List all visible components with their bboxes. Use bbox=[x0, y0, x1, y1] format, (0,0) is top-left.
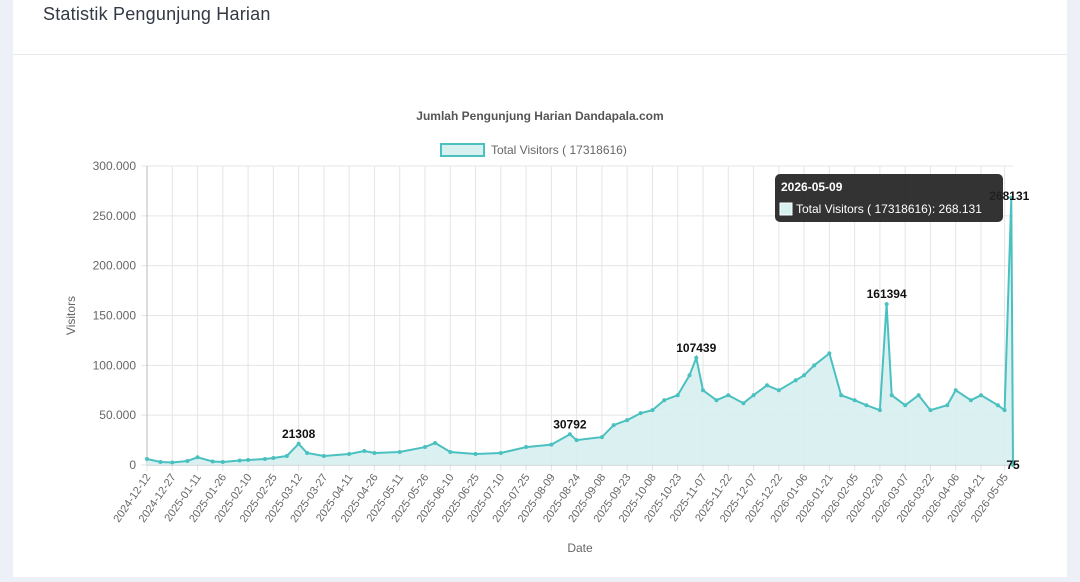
data-point[interactable] bbox=[714, 398, 719, 403]
card-header: Statistik Pengunjung Harian bbox=[13, 0, 1067, 55]
data-point[interactable] bbox=[877, 408, 882, 413]
data-point[interactable] bbox=[271, 456, 276, 461]
data-value-label: 107439 bbox=[676, 341, 716, 355]
data-point[interactable] bbox=[397, 450, 402, 455]
data-point[interactable] bbox=[864, 403, 869, 408]
data-point[interactable] bbox=[185, 459, 190, 464]
data-point[interactable] bbox=[687, 373, 692, 378]
data-point[interactable] bbox=[1002, 408, 1007, 413]
data-point[interactable] bbox=[793, 378, 798, 383]
tooltip-date: 2026-05-09 bbox=[781, 180, 843, 194]
series-area bbox=[147, 197, 1013, 466]
x-axis-label: Date bbox=[567, 541, 593, 555]
data-point[interactable] bbox=[473, 452, 478, 457]
data-point[interactable] bbox=[638, 411, 643, 416]
data-point[interactable] bbox=[170, 460, 175, 465]
data-point[interactable] bbox=[321, 454, 326, 459]
data-point[interactable] bbox=[945, 403, 950, 408]
data-point[interactable] bbox=[827, 351, 832, 356]
data-point[interactable] bbox=[498, 451, 503, 456]
data-point[interactable] bbox=[372, 451, 377, 456]
data-point[interactable] bbox=[650, 408, 655, 413]
data-value-label: 161394 bbox=[867, 287, 907, 301]
data-point[interactable] bbox=[448, 450, 453, 455]
data-point[interactable] bbox=[262, 457, 267, 462]
data-point[interactable] bbox=[802, 373, 807, 378]
data-point[interactable] bbox=[195, 455, 200, 460]
data-value-label: 75 bbox=[1006, 458, 1020, 472]
y-tick-label: 200.000 bbox=[93, 259, 137, 273]
data-point[interactable] bbox=[675, 393, 680, 398]
data-point[interactable] bbox=[422, 445, 427, 450]
y-tick-label: 0 bbox=[129, 458, 136, 472]
chart-title: Jumlah Pengunjung Harian Dandapala.com bbox=[416, 109, 663, 123]
legend-swatch[interactable] bbox=[440, 143, 485, 157]
data-point[interactable] bbox=[524, 445, 529, 450]
data-point[interactable] bbox=[210, 459, 215, 464]
data-point[interactable] bbox=[839, 393, 844, 398]
data-point[interactable] bbox=[968, 398, 973, 403]
data-point[interactable] bbox=[916, 393, 921, 398]
data-point[interactable] bbox=[347, 452, 352, 457]
data-point[interactable] bbox=[362, 449, 367, 454]
data-point[interactable] bbox=[726, 393, 731, 398]
legend-label: Total Visitors ( 17318616) bbox=[491, 143, 627, 157]
data-point[interactable] bbox=[903, 403, 908, 408]
tooltip-box bbox=[775, 174, 1003, 222]
y-tick-label: 50.000 bbox=[99, 408, 136, 422]
data-point[interactable] bbox=[812, 363, 817, 368]
data-point[interactable] bbox=[625, 418, 630, 423]
data-point[interactable] bbox=[1011, 462, 1015, 467]
tooltip-text: Total Visitors ( 17318616): 268.131 bbox=[796, 202, 982, 216]
data-point[interactable] bbox=[765, 383, 770, 388]
y-tick-label: 100.000 bbox=[93, 358, 137, 372]
y-tick-label: 300.000 bbox=[93, 159, 137, 173]
data-point[interactable] bbox=[145, 457, 149, 462]
page-scrollbar[interactable] bbox=[1067, 0, 1080, 577]
data-point[interactable] bbox=[928, 408, 933, 413]
data-point[interactable] bbox=[741, 401, 746, 406]
data-point[interactable] bbox=[694, 355, 699, 360]
data-point[interactable] bbox=[246, 458, 251, 463]
data-value-label: 30792 bbox=[553, 417, 587, 431]
data-point[interactable] bbox=[953, 388, 958, 393]
data-point[interactable] bbox=[305, 451, 310, 456]
y-tick-label: 150.000 bbox=[93, 309, 137, 323]
data-point[interactable] bbox=[700, 388, 705, 393]
data-point[interactable] bbox=[158, 460, 163, 465]
data-point[interactable] bbox=[889, 393, 894, 398]
data-point[interactable] bbox=[611, 423, 616, 428]
data-point[interactable] bbox=[751, 393, 756, 398]
data-point[interactable] bbox=[549, 442, 554, 447]
data-point[interactable] bbox=[776, 388, 781, 393]
card-title: Statistik Pengunjung Harian bbox=[43, 4, 271, 24]
data-point[interactable] bbox=[574, 438, 579, 443]
data-point[interactable] bbox=[662, 398, 667, 403]
data-point[interactable] bbox=[995, 403, 1000, 408]
data-point[interactable] bbox=[237, 458, 242, 463]
tooltip-swatch bbox=[779, 202, 793, 216]
data-point[interactable] bbox=[852, 398, 857, 403]
data-value-label: 21308 bbox=[282, 427, 316, 441]
y-tick-label: 250.000 bbox=[93, 209, 137, 223]
data-point[interactable] bbox=[884, 302, 889, 307]
data-point[interactable] bbox=[567, 432, 572, 437]
data-point[interactable] bbox=[599, 435, 604, 440]
data-point[interactable] bbox=[433, 440, 438, 445]
data-point[interactable] bbox=[978, 393, 983, 398]
data-point[interactable] bbox=[296, 441, 301, 446]
data-point[interactable] bbox=[284, 454, 289, 459]
data-point[interactable] bbox=[220, 460, 225, 465]
y-axis-label: Visitors bbox=[64, 296, 78, 335]
data-point[interactable] bbox=[1009, 195, 1014, 200]
stats-card: Statistik Pengunjung Harian bbox=[13, 0, 1067, 577]
